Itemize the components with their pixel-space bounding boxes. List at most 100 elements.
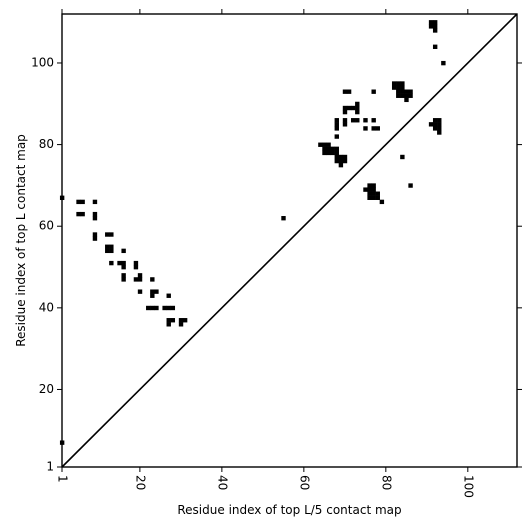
contact-point — [437, 126, 442, 131]
x-axis-label: Residue index of top L/5 contact map — [177, 503, 401, 517]
contact-point — [342, 154, 348, 160]
contact-point — [330, 146, 335, 152]
contact-point — [338, 154, 344, 160]
contact-point — [400, 89, 405, 94]
x-tick-label: 60 — [297, 475, 311, 490]
contact-point — [346, 105, 352, 111]
contact-point — [170, 305, 176, 311]
contact-point — [166, 318, 171, 323]
contact-point — [170, 318, 176, 323]
contact-point — [441, 60, 446, 66]
contact-point — [326, 150, 331, 156]
contact-point — [355, 109, 360, 115]
contact-point — [400, 81, 405, 86]
contact-point — [379, 199, 385, 205]
contact-point — [342, 122, 348, 127]
contact-point — [396, 89, 401, 94]
contact-point — [363, 118, 368, 123]
contact-point — [400, 93, 405, 98]
contact-point — [355, 118, 360, 123]
contact-point — [404, 97, 409, 103]
contact-point — [396, 85, 401, 90]
contact-point — [166, 322, 171, 327]
contact-point — [355, 105, 360, 111]
contact-point — [334, 134, 339, 139]
contact-point — [133, 277, 139, 282]
contact-point — [404, 93, 409, 98]
contact-point — [375, 126, 380, 131]
contact-points — [59, 20, 446, 445]
contact-point — [178, 318, 184, 323]
contact-point — [371, 89, 376, 94]
contact-point — [432, 122, 438, 127]
contact-point — [318, 142, 323, 147]
contact-point — [150, 289, 155, 294]
contact-point — [109, 232, 114, 237]
contact-point — [146, 305, 151, 311]
contact-point — [76, 199, 81, 205]
contact-point — [375, 195, 380, 200]
contact-point — [105, 232, 110, 237]
contact-point — [363, 126, 368, 131]
contact-point — [400, 154, 405, 160]
contact-point — [367, 183, 372, 188]
contact-point — [428, 122, 434, 127]
contact-point — [432, 24, 438, 29]
contact-point — [154, 289, 159, 294]
contact-point — [428, 24, 434, 29]
contact-point — [432, 126, 438, 131]
x-tick-label: 100 — [461, 475, 475, 498]
x-tick-label: 80 — [379, 475, 393, 490]
contact-point — [342, 105, 348, 111]
contact-point — [105, 244, 110, 249]
contact-point — [437, 130, 442, 135]
contact-point — [137, 273, 143, 278]
contact-point — [322, 150, 327, 156]
contact-point — [150, 305, 155, 311]
y-tick-label: 100 — [31, 55, 54, 69]
contact-point — [326, 142, 331, 147]
contact-point — [342, 89, 348, 94]
contact-point — [400, 85, 405, 90]
contact-point — [109, 248, 114, 254]
contact-point — [367, 187, 372, 192]
contact-point — [338, 158, 344, 164]
contact-point — [404, 89, 409, 94]
contact-point — [334, 118, 339, 123]
contact-point — [355, 101, 360, 107]
contact-point — [80, 211, 85, 217]
contact-point — [432, 118, 438, 123]
contact-point — [408, 183, 413, 188]
contact-point — [326, 146, 331, 152]
y-tick-label: 60 — [39, 219, 54, 233]
contact-point — [391, 81, 397, 86]
x-axis-ticks: 1 20 40 60 80 100 — [56, 9, 475, 498]
contact-point — [346, 89, 352, 94]
contact-point — [334, 122, 339, 127]
contact-point — [371, 191, 376, 196]
x-tick-label: 20 — [133, 475, 147, 490]
y-tick-label: 1 — [46, 460, 54, 474]
contact-point — [92, 232, 98, 237]
contact-point — [166, 293, 171, 298]
contact-point — [121, 277, 126, 282]
contact-point — [137, 277, 143, 282]
contact-point — [80, 199, 85, 205]
contact-point — [342, 109, 348, 115]
contact-point — [367, 195, 372, 200]
diagonal-line — [61, 13, 518, 468]
contact-point — [334, 150, 339, 156]
contact-point — [338, 162, 344, 168]
contact-point — [334, 126, 339, 131]
contact-point — [92, 216, 98, 221]
contact-point — [133, 260, 139, 266]
contact-point — [137, 289, 143, 294]
contact-point — [432, 28, 438, 33]
contact-point — [342, 158, 348, 164]
contact-point — [371, 183, 376, 188]
contact-point — [133, 264, 139, 270]
contact-point — [408, 89, 413, 94]
contact-point — [105, 248, 110, 254]
x-tick-label: 1 — [56, 475, 70, 483]
contact-point — [396, 81, 401, 86]
